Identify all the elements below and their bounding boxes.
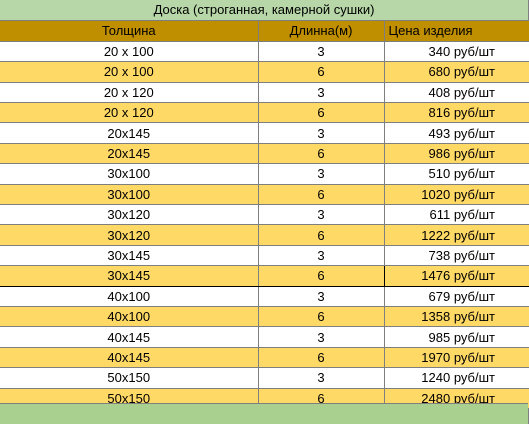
cell-thickness: 30х145 — [0, 265, 259, 287]
table-row: 30х145 3 738 руб/шт — [0, 245, 529, 267]
table-row: 50х150 3 1240 руб/шт — [0, 367, 529, 389]
cell-thickness: 40х145 — [0, 347, 259, 369]
cell-length: 6 — [258, 224, 385, 246]
cell-price: 510 руб/шт — [384, 163, 529, 185]
cell-length: 3 — [258, 41, 385, 63]
cell-price: 816 руб/шт — [384, 102, 529, 124]
header-price: Цена изделия — [384, 21, 529, 42]
table-row: 40х100 6 1358 руб/шт — [0, 306, 529, 328]
cell-length: 3 — [258, 367, 385, 389]
cell-thickness: 20 х 100 — [0, 61, 259, 83]
cell-length: 6 — [258, 61, 385, 83]
table-row: 20 х 120 6 816 руб/шт — [0, 102, 529, 124]
cell-price: 738 руб/шт — [384, 245, 529, 267]
table-row: 30х145 6 1476 руб/шт — [0, 265, 529, 287]
cell-thickness: 30х100 — [0, 184, 259, 206]
cell-price: 986 руб/шт — [384, 143, 529, 165]
cell-thickness: 20х145 — [0, 122, 259, 144]
cell-length: 3 — [258, 245, 385, 267]
cell-length: 6 — [258, 102, 385, 124]
table-row: 30х100 3 510 руб/шт — [0, 163, 529, 185]
cell-thickness: 20 х 120 — [0, 102, 259, 124]
cell-price: 340 руб/шт — [384, 41, 529, 63]
table-row: 20х145 6 986 руб/шт — [0, 143, 529, 165]
cell-length: 3 — [258, 122, 385, 144]
cell-length: 3 — [258, 326, 385, 348]
cell-price: 985 руб/шт — [384, 326, 529, 348]
cell-price: 1240 руб/шт — [384, 367, 529, 389]
cell-thickness: 40х100 — [0, 306, 259, 328]
cell-price: 611 руб/шт — [384, 204, 529, 226]
cell-price: 1358 руб/шт — [384, 306, 529, 328]
cell-price: 1476 руб/шт — [384, 265, 529, 287]
cell-length: 6 — [258, 184, 385, 206]
cell-thickness: 30х120 — [0, 224, 259, 246]
cell-thickness: 50х150 — [0, 367, 259, 389]
price-table: Толщина Длинна(м) Цена изделия 20 х 100 3… — [0, 21, 529, 409]
cell-thickness: 20 х 120 — [0, 82, 259, 104]
table-row: 30х100 6 1020 руб/шт — [0, 184, 529, 206]
cell-thickness: 40х100 — [0, 286, 259, 307]
cell-length: 6 — [258, 347, 385, 369]
sheet-title: Доска (строганная, камерной сушки) — [0, 0, 528, 21]
table-row: 20 х 120 3 408 руб/шт — [0, 82, 529, 104]
table-header-row: Толщина Длинна(м) Цена изделия — [0, 21, 529, 42]
footer-band — [0, 403, 528, 424]
table-row: 30х120 6 1222 руб/шт — [0, 224, 529, 246]
cell-length: 3 — [258, 163, 385, 185]
table-row: 20х145 3 493 руб/шт — [0, 122, 529, 144]
header-thickness: Толщина — [0, 21, 259, 42]
cell-length: 6 — [258, 143, 385, 165]
cell-thickness: 30х120 — [0, 204, 259, 226]
cell-length: 6 — [258, 306, 385, 328]
table-row: 40х100 3 679 руб/шт — [0, 286, 529, 307]
table-row: 20 х 100 3 340 руб/шт — [0, 41, 529, 63]
cell-price: 679 руб/шт — [384, 286, 529, 307]
table-row: 30х120 3 611 руб/шт — [0, 204, 529, 226]
table-row: 40х145 6 1970 руб/шт — [0, 347, 529, 369]
cell-length: 3 — [258, 82, 385, 104]
cell-thickness: 40х145 — [0, 326, 259, 348]
cell-price: 1020 руб/шт — [384, 184, 529, 206]
cell-thickness: 30х145 — [0, 245, 259, 267]
cell-thickness: 20 х 100 — [0, 41, 259, 63]
cell-length: 3 — [258, 286, 385, 307]
cell-thickness: 30х100 — [0, 163, 259, 185]
cell-length: 6 — [257, 265, 385, 287]
header-length: Длинна(м) — [258, 21, 385, 42]
cell-thickness: 20х145 — [0, 143, 259, 165]
cell-price: 493 руб/шт — [384, 122, 529, 144]
table-row: 40х145 3 985 руб/шт — [0, 326, 529, 348]
cell-price: 408 руб/шт — [384, 82, 529, 104]
cell-length: 3 — [258, 204, 385, 226]
cell-price: 1222 руб/шт — [384, 224, 529, 246]
cell-price: 680 руб/шт — [384, 61, 529, 83]
cell-price: 1970 руб/шт — [384, 347, 529, 369]
table-row: 20 х 100 6 680 руб/шт — [0, 61, 529, 83]
